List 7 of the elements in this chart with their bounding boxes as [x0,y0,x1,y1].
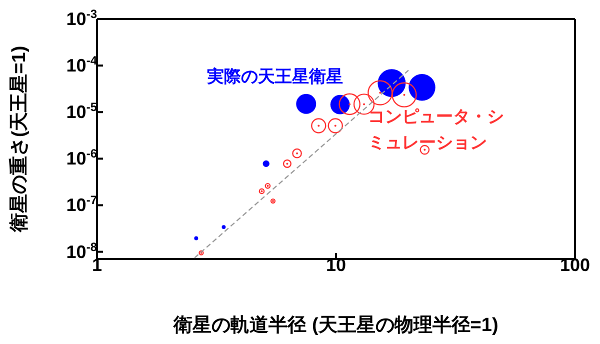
y-tick-label: 10$^{-4}$ [66,54,98,76]
x-axis-title: 衛星の軌道半径 (天王星の物理半径=1) [172,314,500,338]
y-tick-label: 10$^{-3}$ [66,7,98,29]
y-axis-title: 衛星の重さ(天王星=1) [8,44,30,234]
y-tick-label: 10$^{-7}$ [66,193,98,216]
series-label: コンピュータ・シミュレーション [368,106,505,154]
series-label: 実際の天王星衛星 [207,66,344,88]
